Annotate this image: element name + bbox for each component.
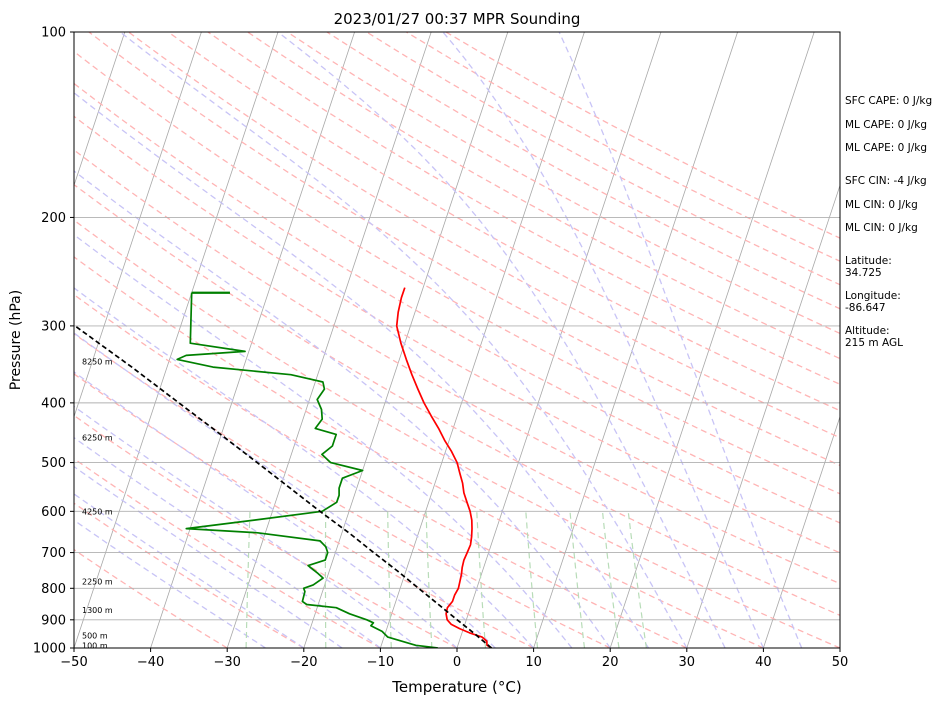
series-layer (74, 287, 493, 648)
moist-adiabat (74, 91, 650, 648)
dry-adiabat (74, 82, 840, 524)
ml-cape-text: ML CAPE: 0 J/kg (845, 142, 927, 154)
dry-adiabat (74, 149, 840, 585)
altitude-label: Altitude: (845, 325, 890, 337)
dry-adiabat (207, 32, 840, 385)
chart-title: 2023/01/27 00:37 MPR Sounding (334, 10, 581, 28)
x-tick-label: 50 (832, 655, 849, 670)
isotherm (763, 415, 840, 648)
x-tick-label: 30 (679, 655, 696, 670)
dry-adiabat (286, 32, 840, 335)
y-tick-label: 900 (41, 613, 66, 628)
isotherm (380, 32, 585, 648)
dry-adiabat (74, 183, 840, 617)
height-label: 1300 m (82, 606, 113, 615)
y-tick-label: 700 (41, 546, 66, 561)
ml-cin-text: ML CIN: 0 J/kg (845, 222, 918, 234)
moist-adiabat (74, 234, 573, 648)
moist-adiabat (442, 32, 764, 648)
dry-adiabat (74, 115, 840, 554)
temperature-profile (395, 287, 492, 648)
dry-adiabat (74, 293, 688, 648)
altitude-value: 215 m AGL (845, 337, 903, 349)
plot-background (74, 32, 840, 648)
dry-adiabat (167, 32, 840, 412)
y-axis: 100 200 300 400 500 600 700 800 900 1000 (33, 26, 74, 657)
dry-adiabat (74, 256, 764, 648)
y-tick-label: 800 (41, 582, 66, 597)
ml-cin-text: ML CIN: 0 J/kg (845, 199, 918, 211)
dry-adiabat (74, 414, 458, 648)
sfc-cin-text: SFC CIN: -4 J/kg (845, 175, 927, 187)
y-tick-label: 500 (41, 456, 66, 471)
x-tick-label: −50 (60, 655, 87, 670)
isotherm (303, 32, 509, 648)
isotherm (74, 32, 279, 648)
isotherm (533, 32, 738, 648)
height-label: 4250 m (82, 507, 113, 516)
x-tick-label: 10 (525, 655, 542, 670)
isotherm (74, 32, 202, 418)
dry-adiabat (326, 32, 840, 310)
moist-adiabat (74, 332, 496, 648)
height-label: 100 m (82, 641, 108, 650)
dry-adiabat (74, 548, 228, 648)
x-tick-label: 0 (453, 655, 461, 670)
dry-adiabat (74, 219, 840, 648)
y-tick-label: 200 (41, 211, 66, 226)
height-label: 6250 m (82, 433, 113, 442)
moist-adiabat (74, 170, 611, 648)
dry-adiabat (74, 502, 305, 648)
x-tick-label: 40 (755, 655, 772, 670)
moist-adiabat (74, 493, 305, 648)
moist-adiabat (74, 287, 535, 648)
x-tick-label: 20 (602, 655, 619, 670)
longitude-value: -86.647 (845, 302, 886, 314)
isotherm (226, 32, 432, 648)
dry-adiabat (74, 50, 840, 495)
y-axis-label: Pressure (hPa) (8, 290, 24, 390)
moist-adiabat (74, 371, 458, 648)
isotherm (609, 32, 815, 648)
moist-adiabat (558, 32, 803, 648)
latitude-label: Latitude: (845, 255, 892, 267)
isotherm (686, 184, 840, 648)
x-tick-label: −40 (137, 655, 164, 670)
dewpoint-profile (176, 292, 438, 648)
moist-adiabat (74, 465, 343, 648)
moist-adiabat (74, 405, 420, 648)
isotherm (150, 32, 355, 648)
isotherm (456, 32, 662, 648)
x-axis: −50 −40 −30 −20 −10 0 10 20 30 40 50 (60, 648, 848, 670)
x-axis-label: Temperature (°C) (391, 678, 521, 696)
annotation-panel: SFC CAPE: 0 J/kg ML CAPE: 0 J/kg ML CAPE: … (845, 95, 932, 349)
x-tick-label: −30 (213, 655, 240, 670)
ml-cape-text: ML CAPE: 0 J/kg (845, 119, 927, 131)
height-label: 2250 m (82, 578, 113, 587)
sfc-cape-text: SFC CAPE: 0 J/kg (845, 95, 932, 107)
moist-adiabat (277, 32, 726, 648)
y-tick-label: 400 (41, 396, 66, 411)
y-tick-label: 600 (41, 505, 66, 520)
moist-adiabat (119, 32, 688, 648)
y-tick-label: 300 (41, 319, 66, 334)
x-tick-label: −10 (367, 655, 394, 670)
latitude-value: 34.725 (845, 267, 882, 279)
y-tick-label: 100 (41, 26, 66, 41)
height-label: 500 m (82, 632, 108, 641)
x-tick-label: −20 (290, 655, 317, 670)
moist-adiabat (74, 519, 266, 648)
height-label: 8250 m (82, 358, 113, 367)
parcel-profile (74, 324, 493, 648)
longitude-label: Longitude: (845, 290, 901, 302)
y-tick-label: 1000 (33, 642, 66, 657)
isotherm (74, 32, 126, 187)
